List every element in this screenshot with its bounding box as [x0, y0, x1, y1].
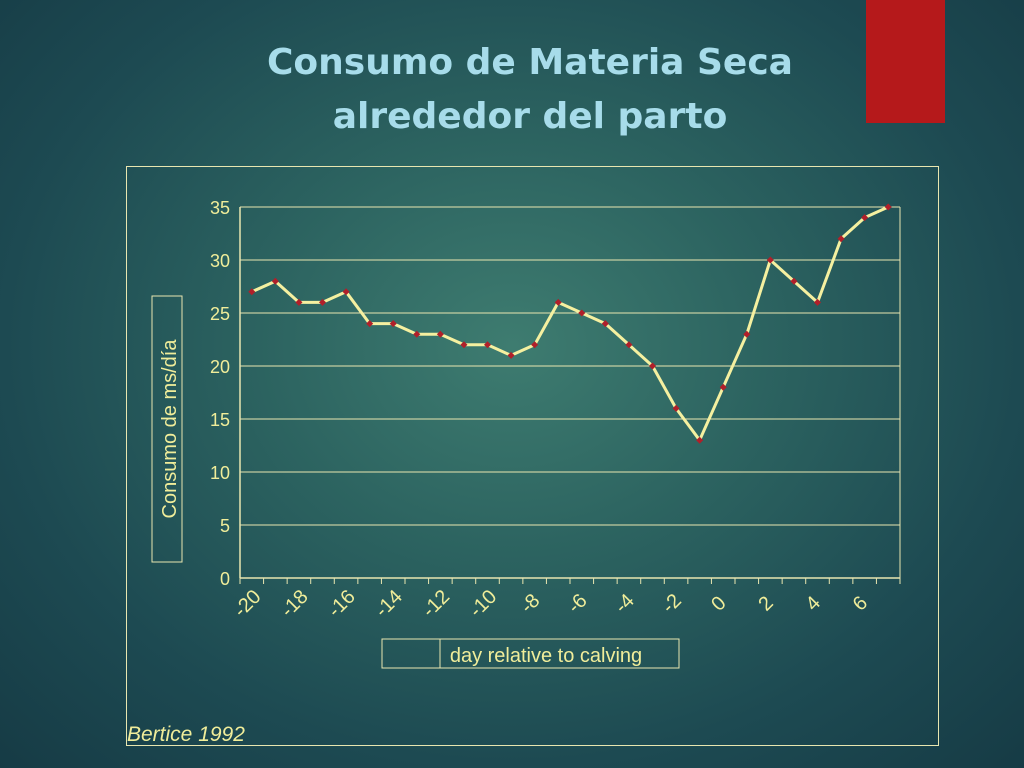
y-tick-label: 20 [210, 357, 230, 377]
x-tick-label: -14 [371, 586, 407, 622]
x-tick-label: -6 [563, 590, 591, 618]
y-tick-label: 25 [210, 304, 230, 324]
x-axis-label-box [381, 638, 680, 669]
data-point [696, 436, 704, 444]
x-tick-label: -8 [516, 590, 544, 618]
data-point [672, 404, 680, 412]
data-point [366, 320, 374, 328]
data-point [578, 309, 586, 317]
data-point [484, 341, 491, 349]
data-point [342, 288, 350, 296]
accent-bar [866, 0, 945, 123]
x-tick-label: 0 [707, 592, 730, 615]
data-point [413, 330, 421, 338]
x-tick-label: -18 [277, 586, 313, 622]
data-point [719, 383, 727, 391]
y-axis-label: Consumo de ms/día [159, 339, 181, 519]
x-tick-label: -10 [465, 586, 501, 622]
data-point [884, 203, 892, 211]
series-line [251, 205, 889, 442]
chart-frame [126, 166, 939, 746]
x-axis-label: day relative to calving [450, 645, 642, 667]
data-point [649, 362, 656, 370]
source-credit: Bertice 1992 [127, 723, 245, 746]
x-tick-label: 6 [849, 592, 872, 615]
data-point [248, 288, 256, 296]
y-tick-label: 0 [220, 569, 230, 589]
x-tick-label: -4 [611, 590, 639, 618]
x-tick-label: -12 [418, 586, 454, 622]
x-tick-label: 4 [802, 592, 825, 615]
data-point [766, 256, 774, 264]
slide-title: Consumo de Materia Seca alrededor del pa… [130, 36, 930, 144]
data-point [507, 351, 515, 359]
data-point [743, 330, 751, 338]
data-point [837, 235, 845, 243]
x-tick-label: 2 [754, 592, 777, 615]
y-tick-label: 5 [220, 516, 230, 536]
y-tick-label: 15 [210, 410, 230, 430]
title-line-2: alrededor del parto [332, 96, 728, 137]
data-point [531, 341, 539, 349]
data-point [319, 298, 326, 306]
data-point [814, 298, 821, 306]
data-point [861, 214, 869, 222]
y-axis-label-box [151, 295, 183, 563]
data-point [436, 330, 444, 338]
x-tick-label: -2 [658, 590, 686, 618]
y-tick-label: 35 [210, 198, 230, 218]
data-point [460, 341, 468, 349]
data-point [625, 341, 633, 349]
data-point [790, 277, 798, 285]
x-tick-label: -20 [230, 586, 266, 622]
data-point [389, 320, 397, 328]
y-tick-label: 10 [210, 463, 230, 483]
data-point [271, 277, 279, 285]
y-tick-label: 30 [210, 251, 230, 271]
title-line-1: Consumo de Materia Seca [267, 42, 793, 83]
data-point [554, 298, 562, 306]
data-point [295, 298, 303, 306]
data-point [601, 320, 609, 328]
x-tick-label: -16 [324, 586, 360, 622]
